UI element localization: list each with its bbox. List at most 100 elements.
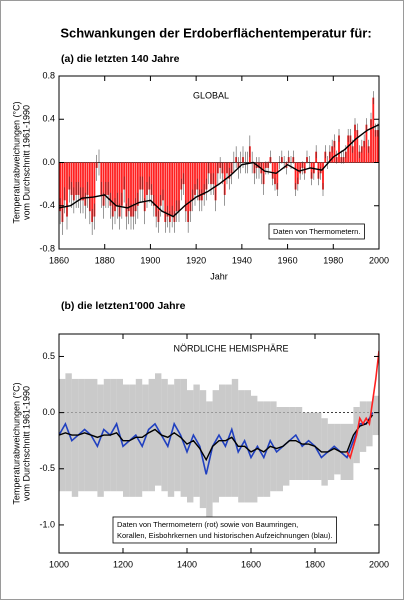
series-line bbox=[59, 412, 374, 475]
uncertainty-band bbox=[257, 401, 264, 497]
bar bbox=[141, 162, 144, 190]
bar bbox=[347, 135, 350, 163]
x-tick-label: 1400 bbox=[177, 559, 197, 569]
bar bbox=[370, 119, 372, 163]
bar bbox=[296, 162, 299, 185]
bar bbox=[184, 162, 187, 212]
bar bbox=[102, 162, 105, 206]
uncertainty-band bbox=[251, 395, 258, 503]
uncertainty-band bbox=[91, 378, 98, 492]
bar bbox=[139, 162, 142, 190]
bar bbox=[276, 162, 279, 190]
uncertainty-band bbox=[315, 412, 322, 480]
bar bbox=[198, 162, 201, 201]
bar bbox=[271, 162, 274, 179]
bar bbox=[61, 162, 64, 222]
series-line bbox=[346, 350, 379, 460]
bar bbox=[310, 162, 313, 179]
bar bbox=[93, 162, 96, 217]
bar bbox=[134, 162, 137, 212]
bar bbox=[365, 124, 368, 163]
bar bbox=[374, 130, 377, 163]
bar bbox=[132, 162, 135, 217]
bar bbox=[189, 162, 192, 212]
bar bbox=[294, 162, 297, 190]
note-text: Daten von Thermometern. bbox=[273, 227, 360, 236]
bar bbox=[351, 146, 354, 163]
uncertainty-band bbox=[78, 378, 85, 492]
bar bbox=[104, 162, 107, 195]
uncertainty-band bbox=[225, 384, 232, 497]
bar bbox=[191, 162, 194, 201]
uncertainty-band bbox=[327, 423, 335, 480]
y-axis-label: vom Durchschnitt 1961-1990 bbox=[21, 105, 31, 220]
bar bbox=[376, 130, 379, 163]
bar bbox=[120, 162, 123, 206]
x-tick-label: 1800 bbox=[305, 559, 325, 569]
x-tick-label: 1600 bbox=[241, 559, 261, 569]
bar bbox=[180, 162, 183, 190]
bar bbox=[146, 162, 148, 195]
x-tick-label: 1860 bbox=[49, 255, 69, 265]
bar bbox=[162, 162, 164, 201]
series-line bbox=[59, 414, 374, 462]
y-axis-label: vom Durchschnitt 1961-1990 bbox=[21, 386, 31, 501]
bar bbox=[200, 162, 203, 201]
bar bbox=[317, 162, 320, 179]
x-tick-label: 2000 bbox=[369, 255, 389, 265]
uncertainty-band bbox=[302, 412, 309, 480]
bar bbox=[66, 162, 68, 217]
uncertainty-band bbox=[289, 407, 296, 480]
bar bbox=[63, 162, 66, 201]
bar bbox=[143, 162, 146, 212]
x-tick-label: 1880 bbox=[95, 255, 115, 265]
bar bbox=[100, 162, 103, 195]
bar bbox=[372, 97, 375, 163]
bar bbox=[91, 162, 94, 222]
bar bbox=[203, 162, 206, 195]
y-tick-label: 0.5 bbox=[42, 351, 55, 361]
x-axis-label: Jahr bbox=[210, 271, 228, 281]
x-tick-label: 2000 bbox=[369, 559, 389, 569]
uncertainty-band bbox=[359, 401, 367, 452]
uncertainty-band bbox=[110, 378, 117, 492]
bar bbox=[164, 162, 167, 222]
bar bbox=[79, 162, 82, 201]
bar bbox=[349, 135, 352, 163]
x-tick-label: 1200 bbox=[113, 559, 133, 569]
note-text: Korallen, Eisbohrkernen und historischen… bbox=[117, 531, 333, 540]
annotation: GLOBAL bbox=[193, 90, 229, 100]
bar bbox=[127, 162, 130, 212]
bar bbox=[331, 146, 334, 163]
uncertainty-band bbox=[129, 384, 136, 497]
plot bbox=[59, 350, 379, 520]
uncertainty-band bbox=[148, 378, 155, 492]
plot bbox=[59, 91, 379, 235]
y-tick-label: -0.5 bbox=[39, 463, 55, 473]
note-box bbox=[112, 516, 337, 544]
uncertainty-band bbox=[180, 378, 187, 497]
y-tick-label: 0.8 bbox=[42, 70, 55, 80]
annotation: NÖRDLICHE HEMISPHÄRE bbox=[173, 343, 288, 353]
x-tick-label: 1980 bbox=[323, 255, 343, 265]
uncertainty-band bbox=[295, 407, 303, 480]
bar bbox=[123, 162, 126, 190]
bar bbox=[338, 135, 340, 163]
bar bbox=[75, 162, 78, 195]
bar bbox=[148, 162, 151, 190]
uncertainty-band bbox=[212, 390, 219, 503]
bar bbox=[322, 162, 324, 190]
bar bbox=[354, 124, 356, 163]
plot-frame bbox=[58, 333, 380, 554]
x-tick-label: 1940 bbox=[232, 255, 252, 265]
bar bbox=[130, 162, 132, 217]
bar bbox=[194, 162, 196, 195]
bar bbox=[155, 162, 158, 217]
bar bbox=[77, 162, 80, 195]
bar bbox=[175, 162, 178, 212]
x-tick-label: 1920 bbox=[186, 255, 206, 265]
bar bbox=[159, 162, 162, 206]
bar bbox=[363, 140, 366, 163]
